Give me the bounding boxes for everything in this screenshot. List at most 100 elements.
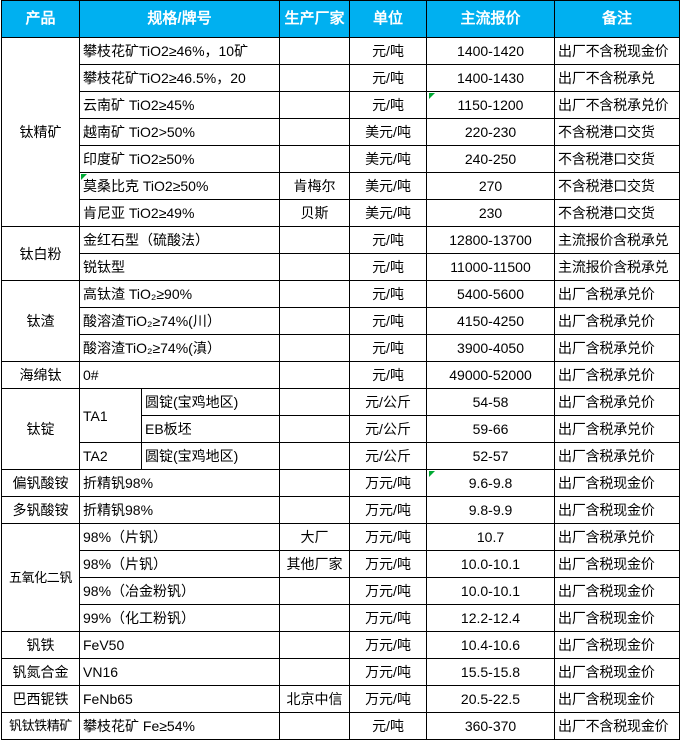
unit-cell[interactable]: 万元/吨	[349, 658, 428, 686]
price-cell[interactable]: 240-250	[426, 145, 556, 173]
manufacturer-cell[interactable]	[279, 496, 351, 524]
remark-cell[interactable]: 不含税港口交货	[554, 172, 681, 200]
manufacturer-cell[interactable]	[279, 361, 351, 389]
price-cell[interactable]: 360-370	[426, 712, 556, 740]
remark-cell[interactable]: 主流报价含税承兑	[554, 253, 681, 281]
spec-cell[interactable]: 越南矿 TiO2>50%	[78, 118, 281, 146]
remark-cell[interactable]: 出厂含税现金价	[554, 469, 681, 497]
price-cell[interactable]: 9.6-9.8	[426, 469, 556, 497]
manufacturer-cell[interactable]	[279, 307, 351, 335]
price-cell[interactable]: 10.0-10.1	[426, 577, 556, 605]
unit-cell[interactable]: 美元/吨	[349, 118, 428, 146]
spec-cell[interactable]: 折精钒98%	[78, 469, 281, 497]
remark-cell[interactable]: 出厂含税现金价	[554, 550, 681, 578]
unit-cell[interactable]: 元/吨	[349, 307, 428, 335]
manufacturer-cell[interactable]	[279, 631, 351, 659]
column-header-price[interactable]: 主流报价	[426, 0, 556, 38]
price-cell[interactable]: 1150-1200	[426, 91, 556, 119]
remark-cell[interactable]: 出厂含税承兑价	[554, 388, 681, 416]
spec-cell[interactable]: 98%（片钒）	[78, 550, 281, 578]
spec-cell[interactable]: 98%（冶金粉钒）	[78, 577, 281, 605]
manufacturer-cell[interactable]	[279, 118, 351, 146]
manufacturer-cell[interactable]	[279, 415, 351, 443]
spec-cell[interactable]: 酸溶渣TiO₂≥74%(滇）	[78, 334, 281, 362]
remark-cell[interactable]: 出厂含税现金价	[554, 685, 681, 713]
unit-cell[interactable]: 美元/吨	[349, 172, 428, 200]
remark-cell[interactable]: 出厂含税现金价	[554, 658, 681, 686]
remark-cell[interactable]: 主流报价含税承兑	[554, 226, 681, 254]
manufacturer-cell[interactable]	[279, 145, 351, 173]
manufacturer-cell[interactable]	[279, 469, 351, 497]
unit-cell[interactable]: 万元/吨	[349, 631, 428, 659]
spec-cell[interactable]: 肯尼亚 TiO2≥49%	[78, 199, 281, 227]
product-name-cell[interactable]: 钛白粉	[1, 226, 80, 281]
product-name-cell[interactable]: 钛精矿	[1, 37, 80, 227]
manufacturer-cell[interactable]: 北京中信	[279, 685, 351, 713]
spec-cell[interactable]: VN16	[78, 658, 281, 686]
column-header-unit[interactable]: 单位	[349, 0, 428, 38]
remark-cell[interactable]: 出厂含税现金价	[554, 631, 681, 659]
unit-cell[interactable]: 元/公斤	[349, 415, 428, 443]
manufacturer-cell[interactable]	[279, 334, 351, 362]
column-header-remark[interactable]: 备注	[554, 0, 681, 38]
spec-cell[interactable]: 印度矿 TiO2≥50%	[78, 145, 281, 173]
remark-cell[interactable]: 出厂含税承兑价	[554, 415, 681, 443]
spec-cell[interactable]: 圆锭(宝鸡地区)	[140, 442, 281, 470]
manufacturer-cell[interactable]	[279, 226, 351, 254]
spec-cell[interactable]: 高钛渣 TiO₂≥90%	[78, 280, 281, 308]
remark-cell[interactable]: 出厂不含税现金价	[554, 712, 681, 740]
price-cell[interactable]: 20.5-22.5	[426, 685, 556, 713]
price-cell[interactable]: 3900-4050	[426, 334, 556, 362]
manufacturer-cell[interactable]: 贝斯	[279, 199, 351, 227]
unit-cell[interactable]: 元/吨	[349, 712, 428, 740]
manufacturer-cell[interactable]	[279, 253, 351, 281]
spec-cell[interactable]: 99%（化工粉钒）	[78, 604, 281, 632]
unit-cell[interactable]: 元/吨	[349, 226, 428, 254]
unit-cell[interactable]: 美元/吨	[349, 199, 428, 227]
spec-cell[interactable]: 攀枝花矿TiO2≥46.5%，20	[78, 64, 281, 92]
spec-cell[interactable]: FeV50	[78, 631, 281, 659]
manufacturer-cell[interactable]: 肯梅尔	[279, 172, 351, 200]
price-cell[interactable]: 10.0-10.1	[426, 550, 556, 578]
price-cell[interactable]: 270	[426, 172, 556, 200]
unit-cell[interactable]: 万元/吨	[349, 685, 428, 713]
remark-cell[interactable]: 出厂不含税承兑	[554, 64, 681, 92]
unit-cell[interactable]: 万元/吨	[349, 469, 428, 497]
unit-cell[interactable]: 元/吨	[349, 64, 428, 92]
remark-cell[interactable]: 不含税港口交货	[554, 199, 681, 227]
product-name-cell[interactable]: 钒铁	[1, 631, 80, 659]
remark-cell[interactable]: 出厂含税承兑价	[554, 307, 681, 335]
price-cell[interactable]: 4150-4250	[426, 307, 556, 335]
remark-cell[interactable]: 不含税港口交货	[554, 118, 681, 146]
unit-cell[interactable]: 万元/吨	[349, 496, 428, 524]
price-cell[interactable]: 1400-1430	[426, 64, 556, 92]
price-cell[interactable]: 9.8-9.9	[426, 496, 556, 524]
manufacturer-cell[interactable]	[279, 280, 351, 308]
unit-cell[interactable]: 万元/吨	[349, 577, 428, 605]
spec-cell[interactable]: 攀枝花矿 Fe≥54%	[78, 712, 281, 740]
manufacturer-cell[interactable]: 大厂	[279, 523, 351, 551]
unit-cell[interactable]: 元/公斤	[349, 442, 428, 470]
column-header-manufacturer[interactable]: 生产厂家	[279, 0, 351, 38]
manufacturer-cell[interactable]	[279, 658, 351, 686]
remark-cell[interactable]: 出厂含税现金价	[554, 496, 681, 524]
price-cell[interactable]: 11000-11500	[426, 253, 556, 281]
unit-cell[interactable]: 万元/吨	[349, 550, 428, 578]
price-cell[interactable]: 10.7	[426, 523, 556, 551]
manufacturer-cell[interactable]	[279, 442, 351, 470]
manufacturer-cell[interactable]	[279, 388, 351, 416]
spec-cell[interactable]: 圆锭(宝鸡地区)	[140, 388, 281, 416]
manufacturer-cell[interactable]	[279, 577, 351, 605]
manufacturer-cell[interactable]	[279, 91, 351, 119]
spec-cell[interactable]: 锐钛型	[78, 253, 281, 281]
spec-cell[interactable]: 98%（片钒）	[78, 523, 281, 551]
unit-cell[interactable]: 元/吨	[349, 280, 428, 308]
unit-cell[interactable]: 元/公斤	[349, 388, 428, 416]
price-cell[interactable]: 12.2-12.4	[426, 604, 556, 632]
unit-cell[interactable]: 元/吨	[349, 37, 428, 65]
manufacturer-cell[interactable]	[279, 37, 351, 65]
remark-cell[interactable]: 出厂含税承兑价	[554, 523, 681, 551]
spec-cell[interactable]: EB板坯	[140, 415, 281, 443]
price-cell[interactable]: 59-66	[426, 415, 556, 443]
product-name-cell[interactable]: 钒钛铁精矿	[1, 712, 80, 740]
